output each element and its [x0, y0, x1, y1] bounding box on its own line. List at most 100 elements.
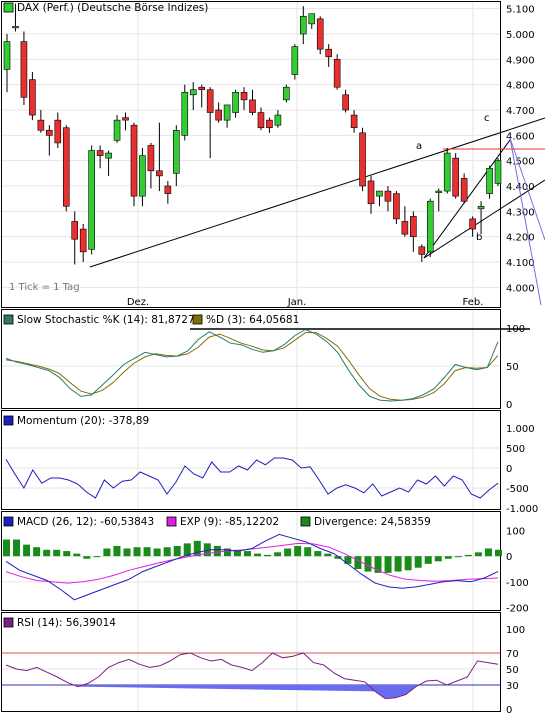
divergence-bar — [113, 545, 121, 557]
candle-down — [342, 94, 349, 111]
candle-down — [240, 91, 248, 101]
stoch-d-swatch — [192, 314, 203, 325]
price-tick-label: 4.400 — [506, 182, 535, 193]
candle-down — [215, 109, 222, 121]
candle-up — [181, 91, 189, 136]
candle-down — [367, 180, 375, 205]
divergence-bar — [304, 547, 312, 557]
candle-down — [452, 157, 459, 197]
candle-down — [249, 99, 256, 113]
indicator-tick-label: 0 — [506, 705, 512, 716]
candle-down — [54, 119, 62, 144]
divergence-bar — [264, 554, 272, 557]
divergence-bar — [73, 553, 81, 557]
momentum-line — [5, 457, 499, 499]
candle-down — [198, 86, 206, 91]
divergence-bar — [364, 556, 372, 572]
candle-down — [350, 114, 358, 129]
annotation-a: a — [416, 141, 422, 152]
price-tick-label: 4.900 — [506, 55, 535, 66]
price-tick-label: 4.600 — [506, 131, 535, 142]
candle-down — [333, 59, 341, 88]
momentum-line — [5, 457, 499, 499]
divergence-bar — [374, 556, 382, 573]
stoch-d-label: %D (3): 64,05681 — [206, 314, 299, 326]
candle-up — [291, 46, 299, 75]
candle-down — [20, 41, 28, 98]
indicator-tick-label: 50 — [506, 362, 519, 373]
divergence-bar — [394, 556, 402, 572]
candle-down — [79, 228, 87, 253]
candle-up — [477, 205, 485, 210]
candle-up — [113, 119, 121, 141]
tick-footnote: 1 Tick = 1 Tag — [9, 282, 80, 293]
divergence-bar — [143, 547, 151, 557]
price-tick-label: 5.100 — [506, 5, 535, 16]
date-axis: Dez. Jan. Feb. — [127, 297, 484, 308]
indicator-tick-label: -200 — [506, 603, 529, 614]
indicator-tick-label: -500 — [506, 484, 529, 495]
divergence-bar — [63, 551, 71, 557]
divergence-bar — [324, 553, 332, 557]
indicator-tick-label: 70 — [506, 649, 519, 660]
annotation-b: b — [476, 232, 482, 243]
stochastic-panel-frame — [1, 309, 501, 409]
indicator-tick-label: 100 — [506, 625, 525, 636]
divergence-bar — [314, 551, 322, 557]
divergence-bar — [474, 552, 482, 557]
indicator-tick-label: 0 — [506, 464, 512, 475]
candle-down — [96, 150, 104, 156]
candle-down — [410, 216, 417, 237]
divergence-bar — [284, 548, 292, 557]
indicator-tick-label: 50 — [506, 665, 519, 676]
macd-line — [5, 533, 499, 601]
candle-down — [460, 178, 468, 202]
candle-up — [139, 155, 146, 197]
divergence-bar — [133, 547, 141, 557]
trendline-lower — [423, 179, 545, 259]
candle-down — [206, 89, 214, 113]
momentum-swatch — [3, 415, 14, 426]
divergence-swatch — [300, 516, 311, 527]
indicator-tick-label: -1.000 — [506, 504, 538, 515]
momentum-panel-frame — [1, 410, 501, 510]
candle-up — [12, 26, 19, 29]
divergence-bar — [223, 548, 231, 557]
divergence-bar — [173, 545, 181, 557]
divergence-bar — [243, 551, 251, 557]
momentum-label: Momentum (20): -378,89 — [17, 415, 149, 427]
divergence-bar — [233, 549, 241, 557]
stoch-k-line — [5, 328, 499, 402]
date-label: Feb. — [463, 297, 484, 308]
candle-down — [384, 190, 392, 202]
indicator-tick-label: 1.000 — [506, 424, 535, 435]
macd-series — [3, 533, 502, 601]
rsi-label: RSI (14): 56,39014 — [17, 617, 116, 629]
candle-up — [189, 89, 197, 96]
stoch-k-swatch — [3, 314, 14, 325]
divergence-bar — [103, 548, 111, 557]
rsi-line — [5, 652, 499, 700]
candle-down — [29, 79, 36, 116]
candle-down — [418, 246, 426, 255]
divergence-bar — [33, 547, 41, 557]
indicator-tick-label: 30 — [506, 681, 519, 692]
divergence-bar — [163, 547, 171, 557]
indicator-tick-label: 100 — [506, 527, 525, 538]
candle-up — [494, 160, 502, 184]
price-axis: 4.000 4.100 4.200 4.300 4.400 4.500 4.600 4.700… — [506, 5, 535, 295]
candle-down — [325, 48, 332, 58]
fan-line-2 — [509, 137, 542, 306]
candle-up — [88, 150, 95, 250]
trendline-long — [89, 117, 545, 268]
candle-up — [376, 190, 383, 197]
candle-up — [232, 91, 239, 113]
macd-legend: MACD (26, 12): -60,53843 EXP (9): -85,12… — [3, 516, 431, 528]
candle-down — [401, 221, 409, 235]
date-label: Dez. — [127, 297, 149, 308]
price-legend: DAX (Perf.) (Deutsche Börse Indizes) — [3, 2, 208, 14]
rsi-swatch — [3, 617, 14, 628]
candle-up — [308, 13, 316, 25]
divergence-bar — [53, 549, 61, 557]
candle-down — [71, 221, 79, 240]
